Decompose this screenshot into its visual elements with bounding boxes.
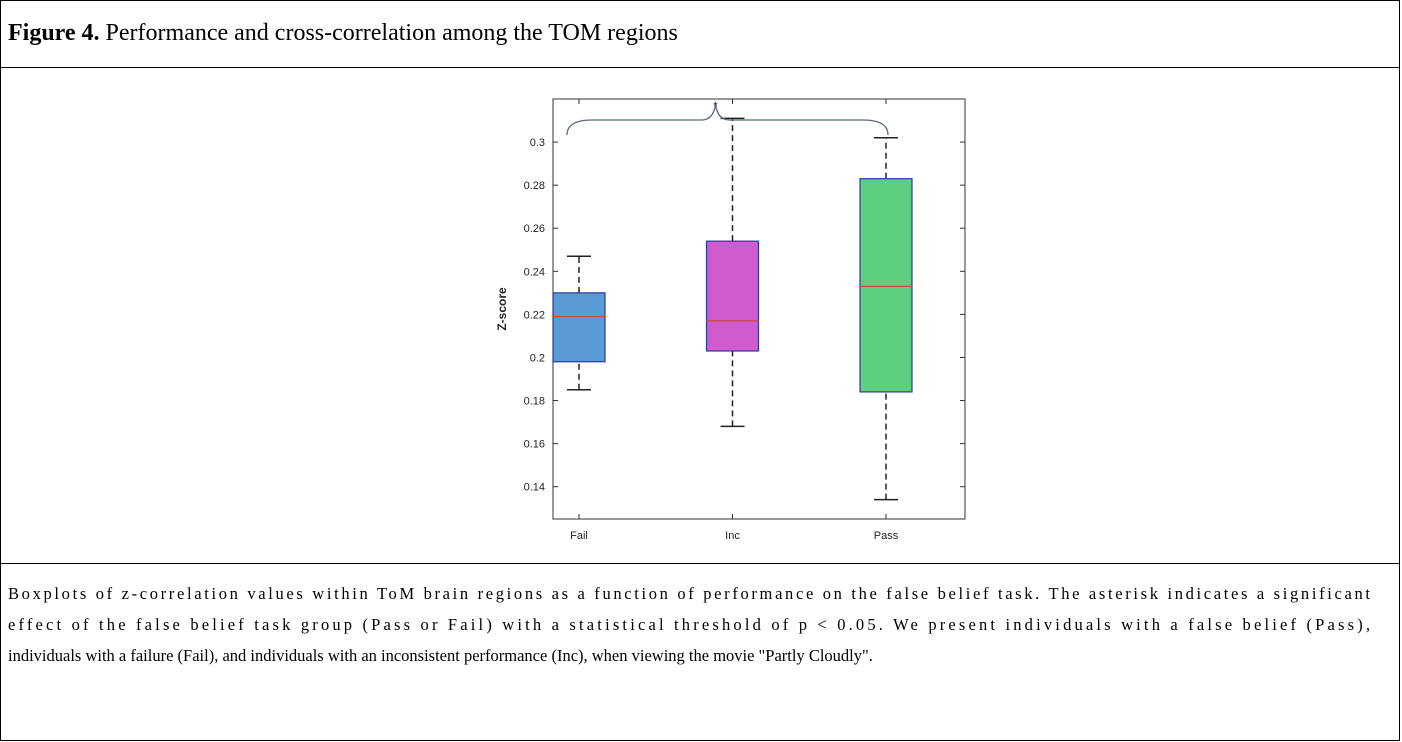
- y-tick-label: 0.28: [524, 180, 545, 192]
- y-tick-label: 0.26: [524, 223, 545, 235]
- chart: 0.14 0.16 0.18 0.2 0.22 0.24 0.26 0.28 0.3 Z-scor…: [495, 98, 966, 542]
- x-tick-label: Pass: [874, 530, 899, 542]
- y-tick-label: 0.16: [524, 439, 545, 451]
- y-tick-label: 0.2: [530, 352, 545, 364]
- box: [705, 240, 760, 352]
- figure-label: Figure 4.: [8, 20, 100, 46]
- figure-heading: Figure 4. Performance and cross-correlati…: [8, 20, 678, 46]
- caption-line: individuals with a failure (Fail), and i…: [8, 646, 873, 665]
- caption: Boxplots of z-correlation values within …: [8, 584, 1370, 665]
- caption-line: Boxplots of z-correlation values within …: [8, 584, 1370, 603]
- x-tick-label: Fail: [570, 530, 588, 542]
- y-tick-label: 0.3: [530, 137, 545, 149]
- box: [859, 178, 913, 393]
- significance-asterisk: *: [713, 99, 718, 113]
- y-tick-label: 0.24: [524, 266, 545, 278]
- figure-title: Performance and cross-correlation among …: [106, 20, 678, 46]
- y-tick-label: 0.22: [524, 309, 545, 321]
- x-tick-label: Inc: [725, 530, 740, 542]
- y-axis-label: Z-score: [495, 287, 509, 331]
- y-tick-label: 0.14: [524, 482, 545, 494]
- box: [552, 292, 606, 363]
- significance-brace: [566, 103, 889, 136]
- caption-line: effect of the false belief task group (P…: [8, 615, 1370, 634]
- y-tick-label: 0.18: [524, 396, 545, 408]
